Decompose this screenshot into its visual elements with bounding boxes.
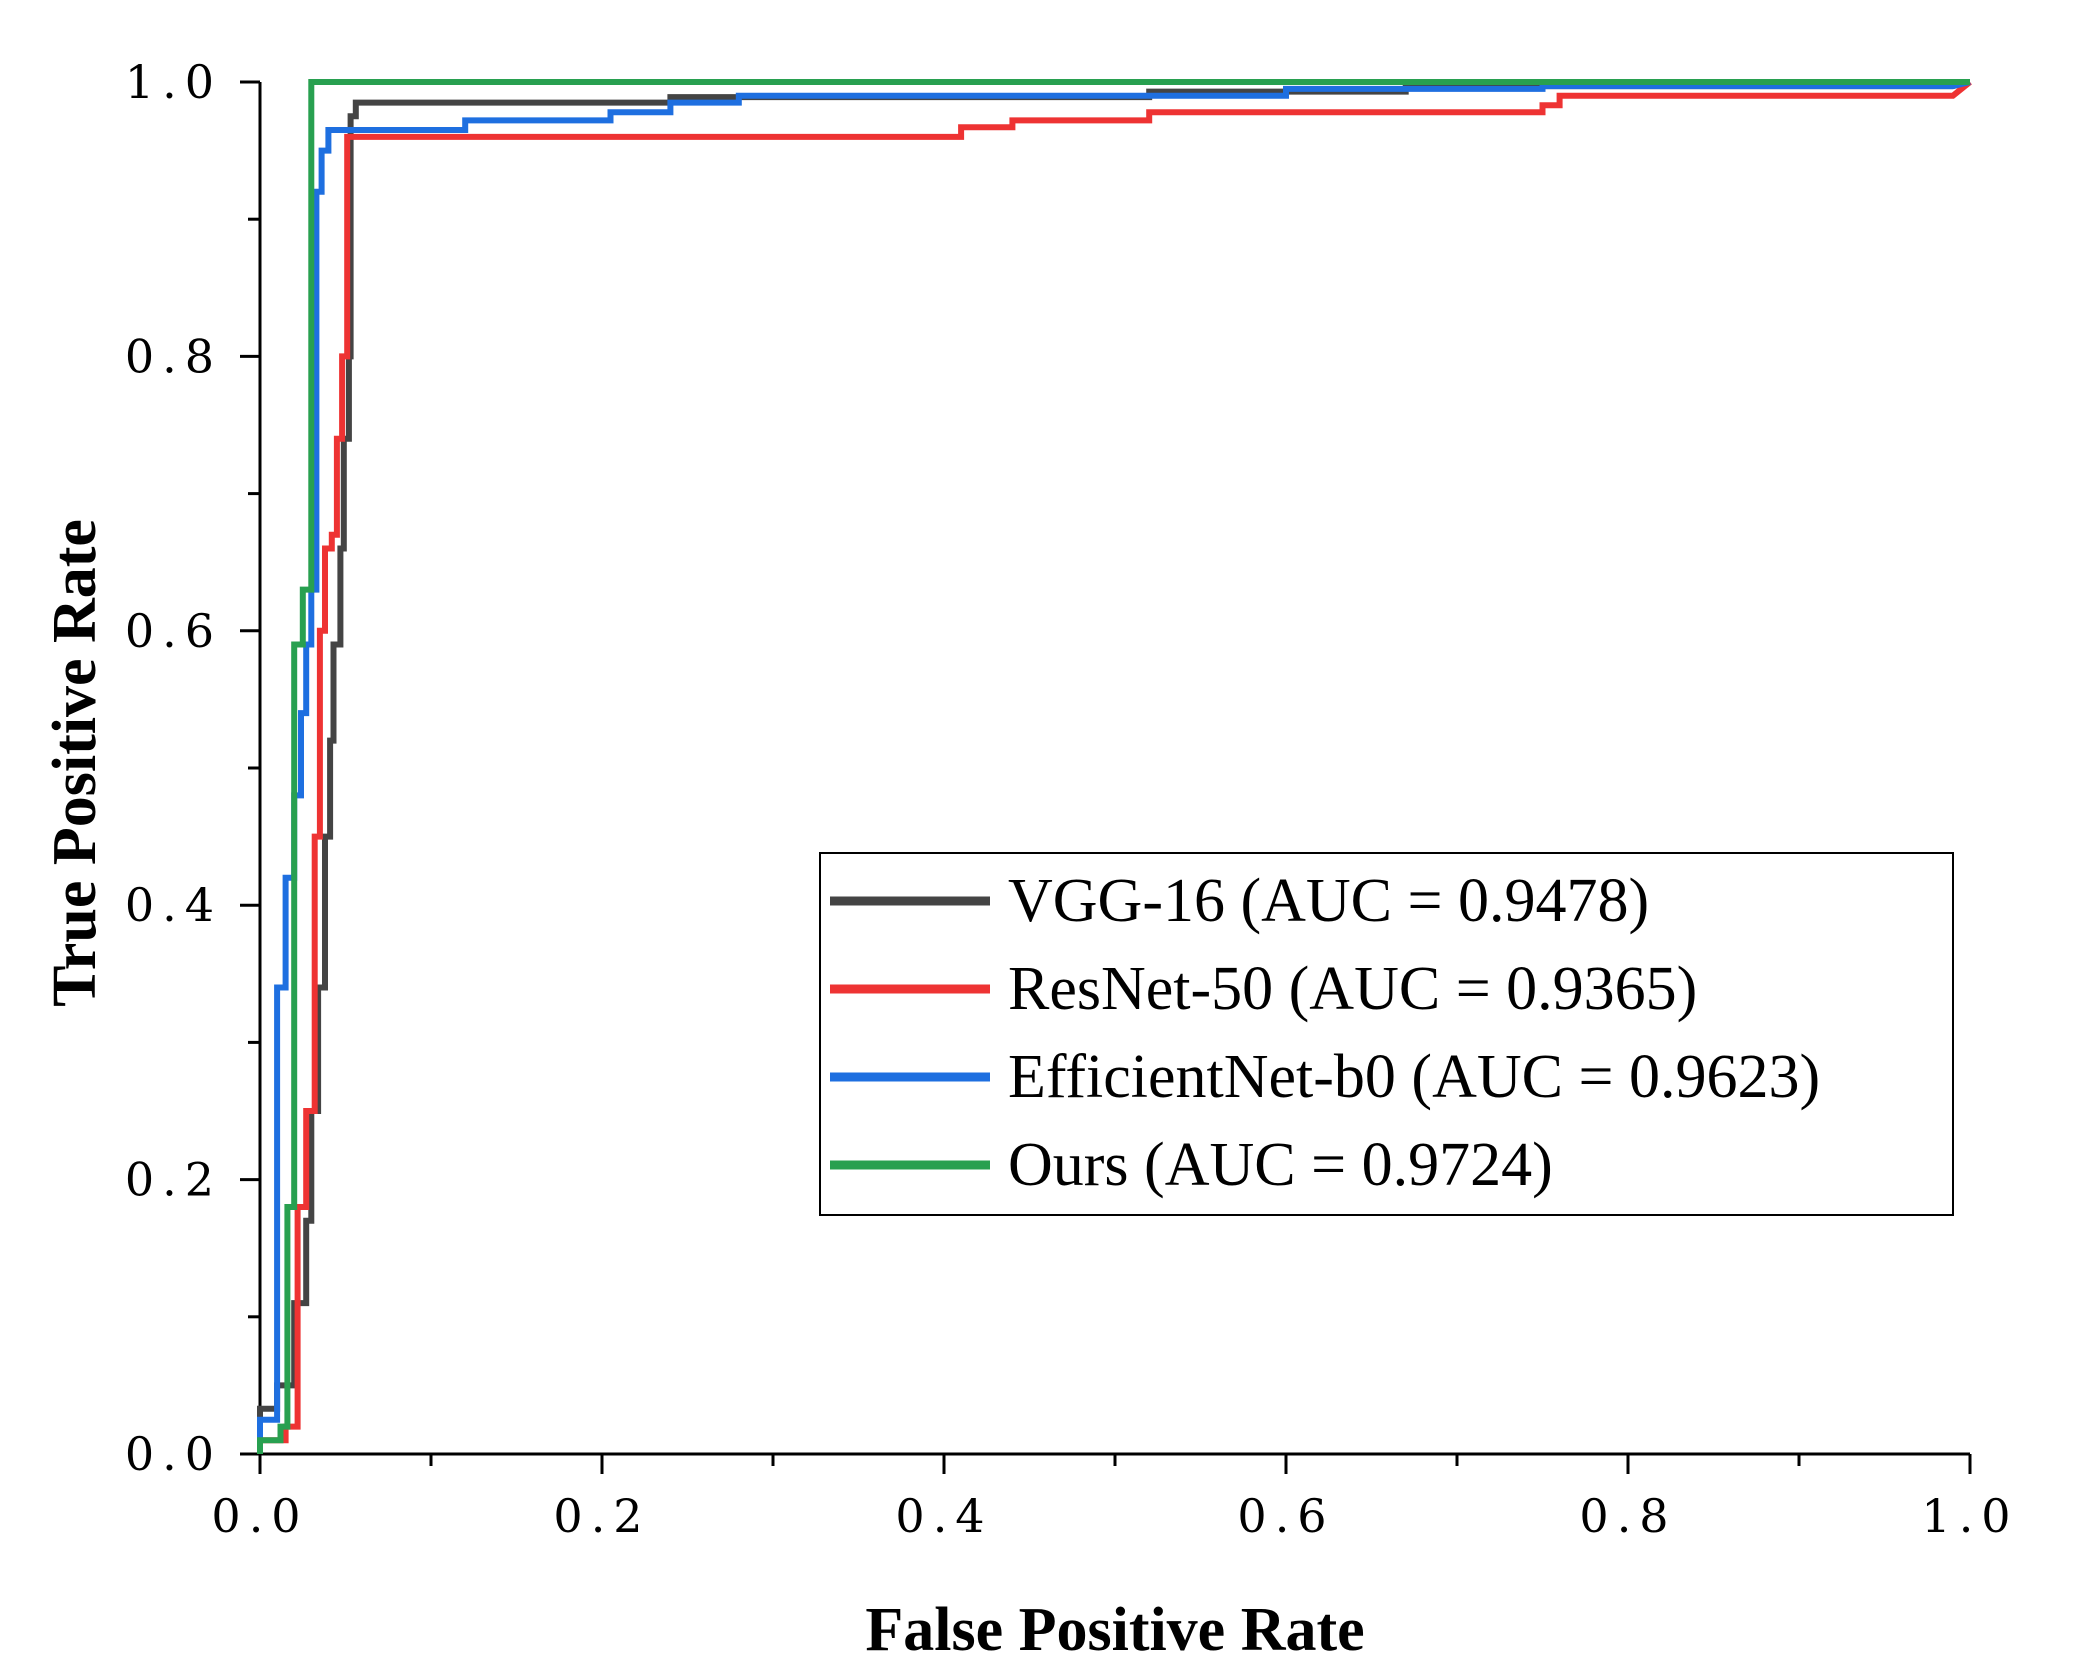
x-axis-title: False Positive Rate — [865, 1596, 1364, 1664]
x-tick-label: 0.4 — [895, 1489, 992, 1543]
y-tick-label: 0.2 — [125, 1153, 222, 1207]
x-tick-label: 0.8 — [1579, 1489, 1676, 1543]
legend-box — [819, 852, 1954, 1216]
x-tick-label: 1.0 — [1921, 1489, 2018, 1543]
x-tick-label: 0.0 — [211, 1489, 308, 1543]
series-line-vgg-16 — [257, 79, 1971, 1454]
legend-label: Ours (AUC = 0.9724) — [1008, 1131, 1553, 1199]
series-line-resnet-50 — [257, 79, 1972, 1454]
legend-label: ResNet-50 (AUC = 0.9365) — [1008, 955, 1697, 1023]
legend-label: VGG-16 (AUC = 0.9478) — [1008, 867, 1649, 935]
legend-label: EfficientNet-b0 (AUC = 0.9623) — [1008, 1043, 1820, 1111]
y-tick-label: 0.8 — [125, 329, 222, 383]
series-line-ours — [257, 79, 1970, 1454]
y-tick-label: 0.4 — [125, 878, 222, 932]
x-tick-label: 0.6 — [1237, 1489, 1334, 1543]
axes-layer: 0.0 0.2 0.4 0.6 0.8 1.0 0.0 0.2 0.4 0.6 0.8 1.0 — [125, 55, 2018, 1543]
y-tick-label: 0.0 — [125, 1427, 222, 1481]
y-axis-title: True Positive Rate — [41, 519, 109, 1007]
y-tick-label: 1.0 — [125, 55, 222, 109]
legend: VGG-16 (AUC = 0.9478) ResNet-50 (AUC = 0.… — [819, 852, 1954, 1216]
y-tick-label: 0.6 — [125, 604, 222, 658]
x-tick-label: 0.2 — [553, 1489, 650, 1543]
series-line-efficientnet-b0 — [257, 79, 1971, 1454]
series-layer — [257, 79, 1972, 1454]
